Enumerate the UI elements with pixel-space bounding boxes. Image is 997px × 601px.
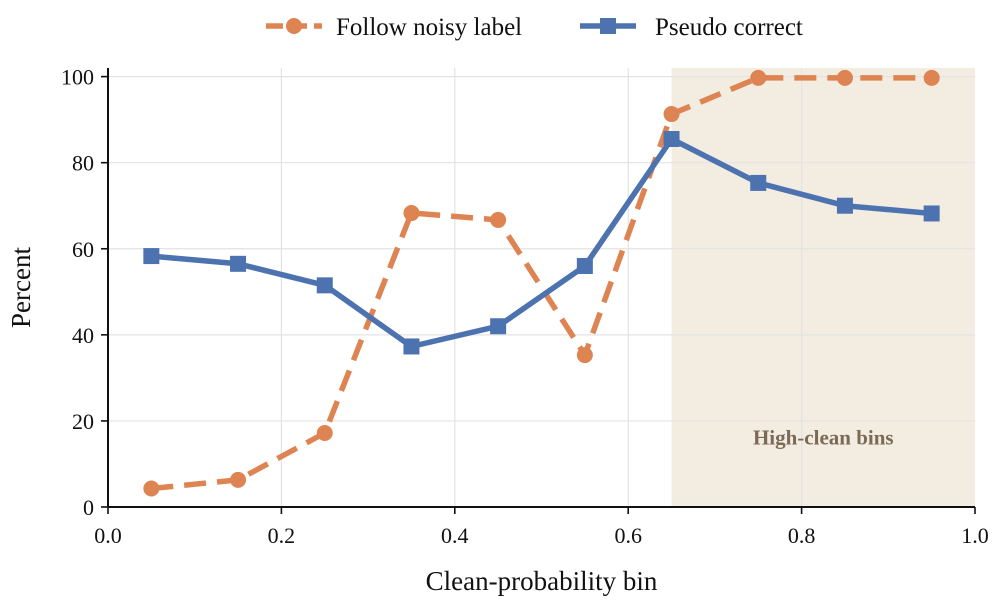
y-axis-title: Percent — [6, 247, 36, 328]
data-point-square — [576, 257, 593, 274]
data-point-circle — [576, 347, 593, 364]
legend-label: Follow noisy label — [336, 14, 522, 41]
data-point-circle — [836, 69, 853, 86]
data-point-circle — [490, 211, 507, 228]
y-tick-label: 80 — [72, 151, 94, 176]
data-point-square — [836, 197, 853, 214]
y-tick-label: 60 — [72, 237, 94, 262]
data-point-circle — [663, 106, 680, 123]
x-tick-label: 0.6 — [614, 523, 642, 548]
data-point-circle — [230, 471, 247, 488]
legend-marker-square — [600, 18, 616, 34]
data-point-circle — [750, 69, 767, 86]
series-line-1 — [148, 136, 935, 350]
data-point-square — [230, 255, 247, 272]
data-point-circle — [316, 424, 333, 441]
data-point-square — [750, 174, 767, 191]
y-tick-label: 40 — [72, 323, 94, 348]
data-point-square — [663, 131, 680, 148]
data-point-square — [316, 277, 333, 294]
data-point-circle — [923, 69, 940, 86]
legend-label: Pseudo correct — [655, 14, 803, 41]
x-axis-title: Clean-probability bin — [426, 566, 658, 596]
x-tick-label: 0.4 — [441, 523, 469, 548]
legend-marker-circle — [286, 18, 302, 34]
high-clean-label: High-clean bins — [753, 426, 894, 450]
data-point-circle — [143, 480, 160, 497]
series-line-0 — [151, 75, 932, 492]
y-tick-label: 0 — [83, 495, 94, 520]
x-tick-label: 1.0 — [961, 523, 989, 548]
data-point-square — [403, 338, 420, 355]
x-tick-label: 0.2 — [268, 523, 296, 548]
y-tick-label: 100 — [61, 65, 94, 90]
x-tick-label: 0.8 — [788, 523, 816, 548]
high-clean-region — [671, 68, 975, 507]
data-point-circle — [403, 205, 420, 222]
x-tick-label: 0.0 — [94, 523, 122, 548]
data-point-square — [490, 318, 507, 335]
data-point-square — [143, 248, 160, 265]
data-point-square — [923, 205, 940, 222]
y-tick-label: 20 — [72, 409, 94, 434]
